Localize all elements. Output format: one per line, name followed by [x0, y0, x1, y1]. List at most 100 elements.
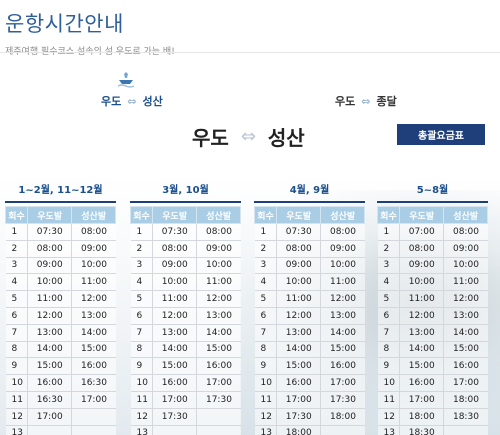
trip-number-cell: 5 — [130, 290, 153, 308]
seongsan-departure-cell: 09:00 — [320, 240, 365, 258]
udo-departure-cell: 15:00 — [151, 357, 197, 376]
udo-departure-cell: 16:00 — [398, 374, 444, 392]
trip-number-cell: 8 — [254, 341, 277, 359]
trip-number-cell: 9 — [5, 357, 28, 376]
table-row: 5 11:00 12:00 — [377, 290, 488, 308]
seongsan-departure-cell: 13:00 — [320, 307, 365, 325]
trip-number-cell: 5 — [377, 290, 400, 308]
table-row: 6 12:00 13:00 — [5, 307, 116, 325]
trip-number-cell: 6 — [5, 307, 28, 325]
udo-departure-cell: 08:00 — [151, 240, 197, 258]
table-row: 11 17:00 17:30 — [130, 391, 241, 409]
table-row: 9 15:00 16:00 — [377, 357, 488, 376]
seongsan-departure-cell: 15:00 — [320, 341, 365, 359]
column-header-to: 성산발 — [320, 206, 365, 224]
udo-departure-cell: 12:00 — [26, 307, 72, 325]
column-header-no: 회수 — [377, 206, 400, 224]
seongsan-departure-cell — [443, 425, 488, 435]
trip-number-cell: 7 — [377, 324, 400, 342]
udo-departure-cell: 18:30 — [398, 425, 444, 435]
udo-departure-cell: 17:30 — [275, 408, 321, 426]
udo-departure-cell: 17:00 — [275, 391, 321, 409]
seongsan-departure-cell: 14:00 — [196, 324, 241, 342]
trip-number-cell: 7 — [5, 324, 28, 342]
schedule-period-title: 3월, 10월 — [162, 185, 209, 196]
trip-number-cell: 2 — [377, 240, 400, 258]
table-row: 5 11:00 12:00 — [254, 290, 365, 308]
schedule-period-title: 4월, 9월 — [289, 185, 330, 196]
trip-number-cell: 12 — [377, 408, 400, 426]
trip-number-cell: 8 — [5, 341, 28, 359]
udo-departure-cell: 11:00 — [398, 290, 444, 308]
trip-number-cell: 1 — [254, 223, 277, 241]
udo-departure-cell: 11:00 — [275, 290, 321, 308]
seongsan-departure-cell — [196, 408, 241, 426]
udo-departure-cell: 17:00 — [26, 408, 72, 426]
table-row: 2 08:00 09:00 — [254, 240, 365, 258]
seongsan-departure-cell: 10:00 — [320, 257, 365, 275]
udo-departure-cell: 17:00 — [398, 391, 444, 409]
table-row: 9 15:00 16:00 — [130, 357, 241, 376]
seongsan-departure-cell — [196, 425, 241, 435]
trip-number-cell: 6 — [254, 307, 277, 325]
table-row: 10 16:00 17:00 — [254, 374, 365, 392]
table-row: 10 16:00 17:00 — [130, 374, 241, 392]
table-row: 1 07:00 08:00 — [377, 223, 488, 241]
udo-departure-cell: 13:00 — [398, 324, 444, 342]
table-row: 3 09:00 10:00 — [254, 257, 365, 275]
tab-udo-seongsan[interactable]: 우도 ⇔ 성산 — [101, 93, 163, 109]
column-header-from: 우도발 — [151, 206, 198, 224]
schedule-table-1: 1~2월, 11~12월 회수 우도발 성산발 1 07:30 08:00 2 08:00 09:… — [5, 184, 116, 435]
udo-departure-cell: 07:30 — [275, 223, 321, 241]
udo-departure-cell: 07:00 — [398, 223, 444, 241]
table-row: 4 10:00 11:00 — [377, 273, 488, 292]
column-header-to: 성산발 — [196, 206, 241, 224]
udo-departure-cell: 13:00 — [151, 324, 197, 342]
tab-from-label: 우도 — [335, 95, 356, 108]
udo-departure-cell: 18:00 — [275, 425, 321, 435]
table-row: 11 17:00 18:00 — [377, 391, 488, 409]
table-row: 7 13:00 14:00 — [5, 324, 116, 342]
udo-departure-cell: 14:00 — [398, 341, 444, 359]
udo-departure-cell: 15:00 — [26, 357, 72, 376]
current-route-heading: 우도 ⇔ 성산 — [192, 122, 305, 151]
udo-departure-cell: 12:00 — [275, 307, 321, 325]
seongsan-departure-cell — [320, 425, 365, 435]
trip-number-cell: 1 — [130, 223, 153, 241]
trip-number-cell: 9 — [130, 357, 153, 376]
table-row: 7 13:00 14:00 — [130, 324, 241, 342]
table-row: 13 — [130, 425, 241, 435]
trip-number-cell: 7 — [130, 324, 153, 342]
trip-number-cell: 2 — [254, 240, 277, 258]
schedule-grid: 회수 우도발 성산발 1 07:30 08:00 2 08:00 09:00 3 09:00 10:0… — [5, 206, 116, 435]
tab-udo-jongdal[interactable]: 우도 ⇔ 종달 — [335, 93, 397, 109]
trip-number-cell: 7 — [254, 324, 277, 342]
trip-number-cell: 5 — [254, 290, 277, 308]
udo-departure-cell: 15:00 — [275, 357, 321, 376]
table-row: 7 13:00 14:00 — [254, 324, 365, 342]
table-row: 12 18:00 18:30 — [377, 408, 488, 426]
udo-departure-cell: 17:00 — [151, 391, 197, 409]
seongsan-departure-cell: 09:00 — [71, 240, 116, 258]
table-row: 1 07:30 08:00 — [5, 223, 116, 241]
column-header-to: 성산발 — [443, 206, 488, 224]
seongsan-departure-cell: 11:00 — [196, 273, 241, 292]
seongsan-departure-cell: 16:00 — [443, 357, 488, 376]
trip-number-cell: 3 — [130, 257, 153, 275]
column-header-from: 우도발 — [275, 206, 322, 224]
trip-number-cell: 3 — [254, 257, 277, 275]
table-row: 13 — [5, 425, 116, 435]
udo-departure-cell: 11:00 — [151, 290, 197, 308]
seongsan-departure-cell: 16:00 — [71, 357, 116, 376]
seongsan-departure-cell: 14:00 — [71, 324, 116, 342]
udo-departure-cell: 16:00 — [151, 374, 197, 392]
page-subtitle: 제주여행 필수코스 섬속의 섬 우도로 가는 배! — [5, 47, 175, 57]
trip-number-cell: 2 — [130, 240, 153, 258]
udo-departure-cell: 08:00 — [26, 240, 72, 258]
table-row: 8 14:00 15:00 — [5, 341, 116, 359]
udo-departure-cell: 10:00 — [151, 273, 197, 292]
fare-table-button[interactable]: 총괄요금표 — [397, 124, 485, 145]
trip-number-cell: 4 — [377, 273, 400, 292]
table-row: 12 17:30 — [130, 408, 241, 426]
seongsan-departure-cell: 08:00 — [196, 223, 241, 241]
